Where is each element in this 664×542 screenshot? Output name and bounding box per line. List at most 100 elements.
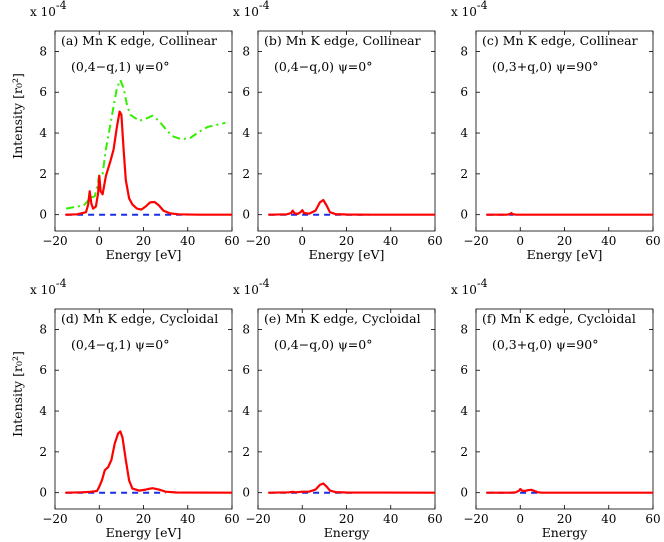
y-tick-label: 8 — [242, 322, 250, 336]
y-tick-label: 2 — [460, 445, 468, 459]
series-group — [268, 198, 435, 216]
x-axis-label: Energy — [542, 525, 589, 540]
scale-label: x 10-4 — [451, 0, 488, 19]
y-tick-label: 6 — [460, 363, 468, 377]
x-axis-label: Energy [eV] — [527, 247, 603, 262]
y-tick-label: 4 — [242, 126, 250, 140]
x-axis-label: Energy — [324, 525, 371, 540]
series-line-red-solid — [486, 487, 653, 494]
x-axis-label: Energy [eV] — [106, 525, 182, 540]
y-tick-label: 0 — [39, 208, 47, 222]
series-line-red-solid — [486, 211, 653, 216]
x-tick-label: 0 — [95, 512, 103, 526]
x-tick-label: 20 — [557, 512, 572, 526]
y-tick-label: 4 — [39, 404, 47, 418]
x-tick-label: 0 — [298, 512, 306, 526]
x-axis-label: Energy [eV] — [309, 247, 385, 262]
x-tick-label: 0 — [95, 234, 103, 248]
scale-exponent: -4 — [56, 277, 67, 290]
x-tick-label: 20 — [136, 512, 151, 526]
x-tick-label: 60 — [427, 234, 442, 248]
scale-label: x 10-4 — [233, 0, 270, 19]
panel-b: −20 0 20 40 60 0 2 4 6 8 x 10-4 Energy [eV] (b) Mn K… — [233, 0, 443, 262]
x-tick-label: −20 — [245, 512, 270, 526]
y-tick-label: 0 — [39, 486, 47, 500]
y-axis-label: Intensity [r₀²] — [10, 351, 25, 437]
y-tick-label: 4 — [242, 404, 250, 418]
x-tick-label: 40 — [601, 512, 616, 526]
x-tick-label: 40 — [601, 234, 616, 248]
x-tick-label: −20 — [463, 234, 488, 248]
x-tick-label: 60 — [224, 512, 239, 526]
y-tick-label: 0 — [460, 486, 468, 500]
scale-exponent: -4 — [477, 0, 488, 12]
x-axis-label: Energy [eV] — [106, 247, 182, 262]
x-tick-label: −20 — [42, 512, 67, 526]
y-tick-label: 4 — [39, 126, 47, 140]
x-tick-label: 0 — [516, 234, 524, 248]
panel-subtitle: (0,4−q,0) ψ=0° — [274, 59, 373, 74]
scale-label: x 10-4 — [30, 0, 67, 19]
y-axis-label: Intensity [r₀²] — [10, 73, 25, 159]
x-tick-label: 60 — [427, 512, 442, 526]
panel-title: (a) Mn K edge, Collinear — [61, 33, 217, 48]
y-tick-label: 6 — [242, 85, 250, 99]
x-tick-label: 20 — [136, 234, 151, 248]
y-tick-label: 6 — [242, 363, 250, 377]
x-tick-label: −20 — [245, 234, 270, 248]
panel-e: −20 0 20 40 60 0 2 4 6 8 x 10-4 Energy (e) Mn K edge… — [233, 277, 443, 540]
y-tick-label: 2 — [39, 445, 47, 459]
y-tick-label: 2 — [460, 167, 468, 181]
y-tick-label: 0 — [460, 208, 468, 222]
x-tick-label: 60 — [645, 512, 660, 526]
panel-d: −20 0 20 40 60 0 2 4 6 8 x 10-4 Energy [eV] Intensit… — [10, 277, 240, 540]
y-tick-label: 2 — [242, 167, 250, 181]
x-tick-label: 20 — [339, 512, 354, 526]
scale-base: x 10 — [233, 5, 259, 19]
y-tick-label: 0 — [242, 486, 250, 500]
y-tick-label: 2 — [242, 445, 250, 459]
x-tick-label: 20 — [339, 234, 354, 248]
series-group — [486, 487, 653, 494]
series-group — [65, 79, 232, 216]
series-line-red-solid — [65, 110, 232, 216]
panel-title: (e) Mn K edge, Cycloidal — [264, 311, 421, 326]
panel-title: (b) Mn K edge, Collinear — [264, 33, 421, 48]
series-group — [268, 482, 435, 494]
series-line-green-dashdot — [65, 79, 226, 210]
scale-base: x 10 — [233, 283, 259, 297]
x-tick-label: 0 — [298, 234, 306, 248]
x-tick-label: 40 — [383, 512, 398, 526]
y-tick-label: 8 — [39, 322, 47, 336]
y-tick-label: 8 — [460, 44, 468, 58]
scale-exponent: -4 — [259, 0, 270, 12]
panel-title: (d) Mn K edge, Cycloidal — [61, 311, 218, 326]
scale-exponent: -4 — [477, 277, 488, 290]
scale-base: x 10 — [451, 5, 477, 19]
panel-title: (f) Mn K edge, Cycloidal — [482, 311, 636, 326]
series-group — [486, 211, 653, 216]
y-tick-label: 6 — [39, 85, 47, 99]
scale-base: x 10 — [451, 283, 477, 297]
scale-base: x 10 — [30, 283, 56, 297]
panel-a: −20 0 20 40 60 0 2 4 6 8 x 10-4 Energy [eV] Intensit… — [10, 0, 240, 262]
scale-exponent: -4 — [56, 0, 67, 12]
y-tick-label: 8 — [460, 322, 468, 336]
x-tick-label: −20 — [42, 234, 67, 248]
y-tick-label: 6 — [39, 363, 47, 377]
scale-label: x 10-4 — [30, 277, 67, 297]
x-tick-label: 60 — [224, 234, 239, 248]
x-tick-label: 60 — [645, 234, 660, 248]
series-group — [65, 430, 232, 494]
y-tick-label: 8 — [39, 44, 47, 58]
x-tick-label: 20 — [557, 234, 572, 248]
y-tick-label: 2 — [39, 167, 47, 181]
series-line-red-solid — [268, 198, 435, 216]
y-tick-label: 6 — [460, 85, 468, 99]
series-line-red-solid — [65, 430, 232, 494]
panel-subtitle: (0,3+q,0) ψ=90° — [492, 337, 598, 352]
panel-f: −20 0 20 40 60 0 2 4 6 8 x 10-4 Energy (f) Mn K edge… — [451, 277, 661, 540]
panel-subtitle: (0,4−q,0) ψ=0° — [274, 337, 373, 352]
y-tick-label: 4 — [460, 404, 468, 418]
